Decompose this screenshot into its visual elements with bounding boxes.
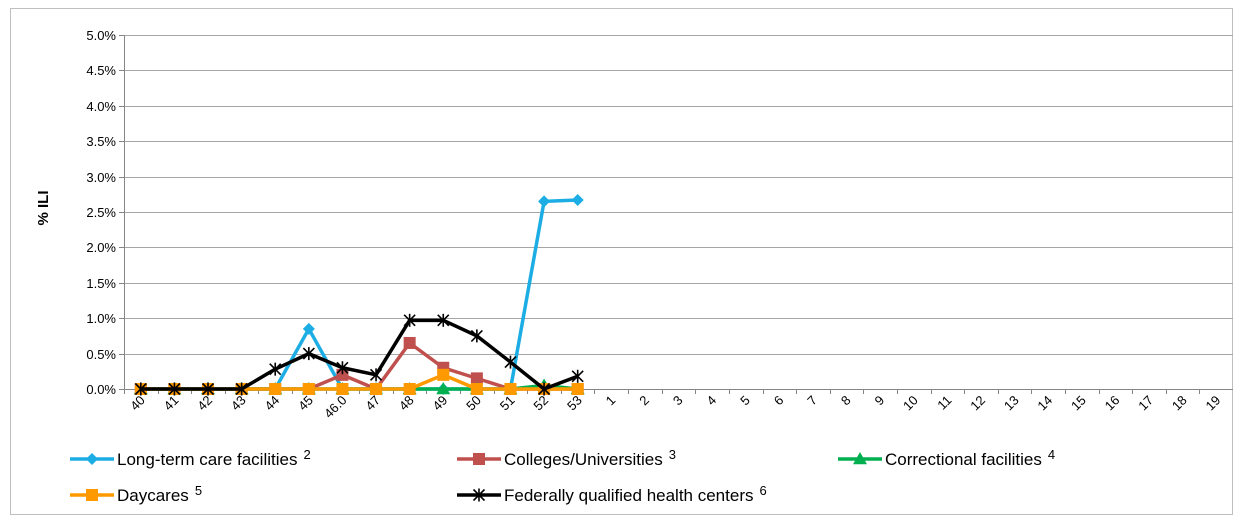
y-tick-label: 0.0% — [86, 382, 116, 397]
legend-item: Daycares 5 — [70, 483, 202, 505]
y-tick-label: 4.0% — [86, 99, 116, 114]
legend-marker — [853, 452, 867, 465]
data-point — [538, 382, 551, 396]
data-point — [302, 383, 315, 395]
legend-superscript: 4 — [1048, 447, 1055, 462]
series-federally-qualified-health-centers — [134, 313, 584, 396]
data-point — [369, 368, 383, 382]
y-axis-label: % ILI — [35, 190, 52, 225]
data-point — [403, 336, 416, 349]
data-point — [437, 313, 450, 327]
y-tick-label: 1.5% — [86, 276, 116, 291]
data-point — [437, 368, 450, 381]
legend-label: Long-term care facilities — [117, 450, 297, 469]
y-tick-label: 4.5% — [86, 63, 116, 78]
series — [133, 193, 585, 396]
data-point — [403, 383, 416, 395]
y-tick-label: 2.5% — [86, 205, 116, 220]
legend-marker — [472, 488, 486, 502]
y-tick-label: 3.0% — [86, 170, 116, 185]
y-tick-label: 1.0% — [86, 311, 116, 326]
data-point — [571, 369, 584, 383]
legend-superscript: 3 — [669, 447, 676, 462]
data-point — [370, 383, 383, 395]
legend-label: Federally qualified health centers — [504, 486, 753, 505]
legend-label: Daycares — [117, 486, 189, 505]
data-point — [470, 329, 483, 343]
chart-frame — [10, 8, 1233, 515]
data-point — [168, 382, 181, 396]
y-tick-label: 5.0% — [86, 28, 116, 43]
y-tick-labels: 0.0% 0.5% 1.0% 1.5% 2.0% 2.5% 3.0% 3.5% 4.0% 4.5%… — [86, 28, 116, 397]
axes — [119, 35, 1233, 394]
y-tick-label: 0.5% — [86, 347, 116, 362]
legend-item: Federally qualified health centers 6 — [457, 483, 767, 505]
legend-superscript: 2 — [303, 447, 310, 462]
data-point — [403, 313, 416, 327]
series-line — [140, 318, 579, 391]
data-point — [269, 362, 282, 376]
data-point — [201, 382, 215, 396]
data-point — [269, 383, 282, 395]
legend-label: Correctional facilities — [885, 450, 1042, 469]
legend-marker — [86, 489, 98, 501]
y-tick-label: 2.0% — [86, 240, 116, 255]
data-point — [134, 382, 147, 396]
data-point — [538, 195, 551, 208]
data-point — [470, 372, 483, 385]
data-point — [571, 383, 584, 395]
data-point — [470, 383, 483, 395]
legend-marker — [473, 453, 485, 465]
data-point — [302, 347, 315, 361]
data-point — [436, 382, 451, 395]
data-point — [235, 382, 248, 396]
legend-item: Long-term care facilities 2 — [70, 447, 311, 469]
legend-item: Correctional facilities 4 — [838, 447, 1055, 469]
data-point — [336, 383, 349, 395]
data-point — [571, 193, 584, 206]
data-point — [504, 355, 517, 369]
data-point — [336, 361, 349, 375]
data-point — [302, 322, 315, 335]
y-tick-label: 3.5% — [86, 134, 116, 149]
legend-superscript: 6 — [759, 483, 766, 498]
legend-label: Colleges/Universities — [504, 450, 663, 469]
legend-item: Colleges/Universities 3 — [457, 447, 676, 469]
data-point — [504, 383, 517, 395]
legend-superscript: 5 — [195, 483, 202, 498]
legend-marker — [86, 453, 98, 465]
gridlines — [124, 35, 1233, 355]
legend: Long-term care facilities 2 Colleges/Unive… — [70, 447, 1055, 505]
